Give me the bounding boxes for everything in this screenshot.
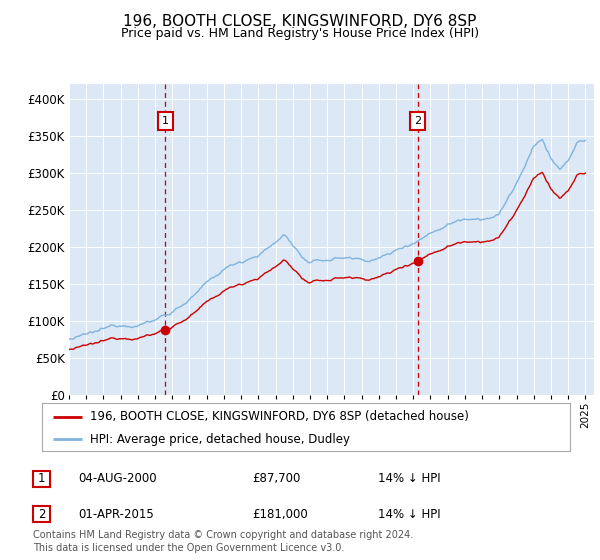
Text: £181,000: £181,000 bbox=[252, 507, 308, 521]
Text: HPI: Average price, detached house, Dudley: HPI: Average price, detached house, Dudl… bbox=[89, 433, 350, 446]
Text: 196, BOOTH CLOSE, KINGSWINFORD, DY6 8SP (detached house): 196, BOOTH CLOSE, KINGSWINFORD, DY6 8SP … bbox=[89, 410, 469, 423]
Text: 14% ↓ HPI: 14% ↓ HPI bbox=[378, 507, 440, 521]
Text: 196, BOOTH CLOSE, KINGSWINFORD, DY6 8SP: 196, BOOTH CLOSE, KINGSWINFORD, DY6 8SP bbox=[124, 14, 476, 29]
Text: 14% ↓ HPI: 14% ↓ HPI bbox=[378, 472, 440, 486]
Text: 04-AUG-2000: 04-AUG-2000 bbox=[78, 472, 157, 486]
Text: 1: 1 bbox=[38, 472, 45, 486]
Text: 2: 2 bbox=[414, 116, 421, 126]
Text: 2: 2 bbox=[38, 507, 45, 521]
Text: £87,700: £87,700 bbox=[252, 472, 301, 486]
Text: Contains HM Land Registry data © Crown copyright and database right 2024.
This d: Contains HM Land Registry data © Crown c… bbox=[33, 530, 413, 553]
Text: 01-APR-2015: 01-APR-2015 bbox=[78, 507, 154, 521]
Text: Price paid vs. HM Land Registry's House Price Index (HPI): Price paid vs. HM Land Registry's House … bbox=[121, 27, 479, 40]
Text: 1: 1 bbox=[162, 116, 169, 126]
